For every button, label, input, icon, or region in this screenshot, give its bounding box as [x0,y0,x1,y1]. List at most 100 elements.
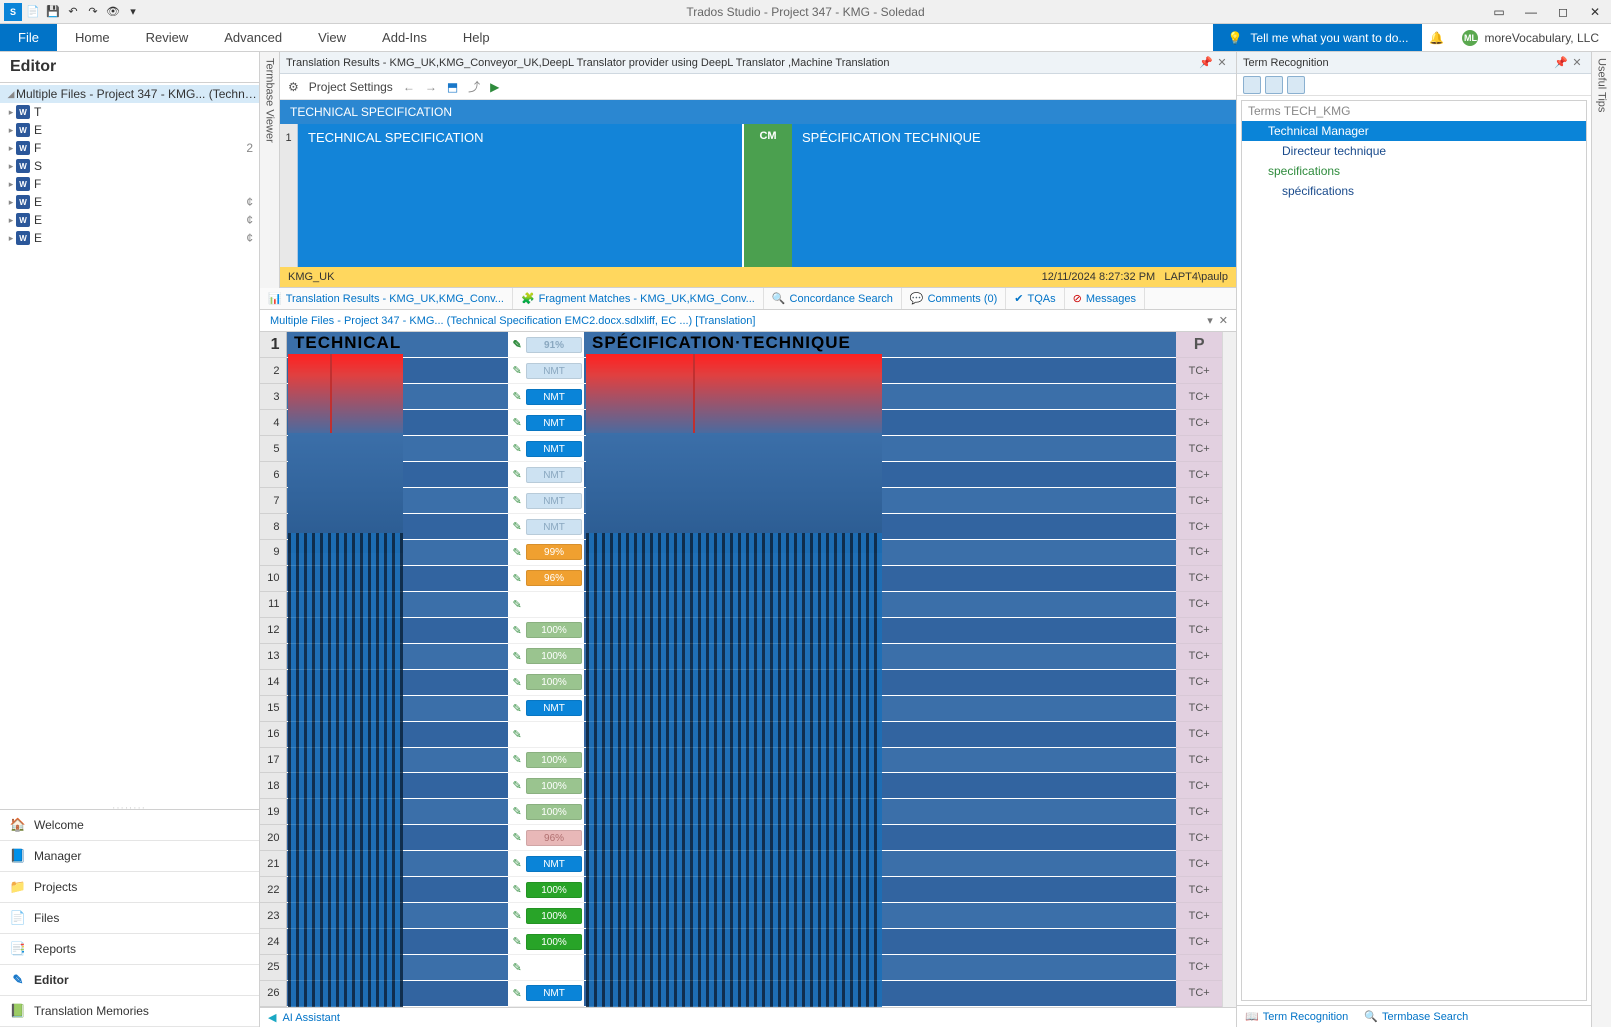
target-cell[interactable] [584,669,1176,695]
segment-row[interactable]: 24 ✎100% TC+ [260,929,1222,955]
source-cell[interactable] [286,410,508,436]
tree-item[interactable]: ▸WE¢ [0,211,259,229]
target-cell[interactable]: m) [584,462,1176,488]
term-view-icon[interactable] [1243,76,1261,94]
source-cell[interactable] [286,799,508,825]
segment-row[interactable]: 16 ✎ TC+ [260,721,1222,747]
project-settings-label[interactable]: Project Settings [309,80,393,94]
tab-translation-results[interactable]: 📊Translation Results - KMG_UK,KMG_Conv..… [260,288,513,309]
caret-icon[interactable]: ▸ [6,197,16,208]
new-icon[interactable]: 📄 [24,3,42,21]
pin-icon[interactable]: 📌 [1198,56,1214,69]
target-cell[interactable] [584,540,1176,566]
source-cell[interactable] [286,877,508,903]
caret-icon[interactable]: ▸ [6,125,16,136]
target-cell[interactable] [584,332,1176,358]
tab-term-recognition[interactable]: 📖Term Recognition [1237,1010,1356,1023]
source-cell[interactable] [286,721,508,747]
segment-row[interactable]: 3 ✎NMT TC+ [260,384,1222,410]
ribbon-tab-file[interactable]: File [0,24,57,51]
target-cell[interactable] [584,825,1176,851]
term-item[interactable]: Directeur technique [1242,141,1586,161]
segment-row[interactable]: 22 ✎100% TC+ [260,877,1222,903]
nav-item-translation-memories[interactable]: 📗Translation Memories [0,996,259,1027]
preview-icon[interactable]: 👁 [104,3,122,21]
editor-grid[interactable]: 1 ✎91% P 2 ✎NMT TC+ 3 ✎NMT TC+ 4 ✎NMT TC… [260,332,1236,1007]
nav-item-editor[interactable]: ✎Editor [0,965,259,996]
target-cell[interactable] [584,591,1176,617]
tree-item[interactable]: ▸WT [0,103,259,121]
restore-down-icon[interactable]: ▭ [1487,2,1511,22]
segment-row[interactable]: 9 ✎99% TC+ [260,540,1222,566]
vertical-scrollbar[interactable] [1222,332,1236,1007]
caret-icon[interactable]: ▸ [6,215,16,226]
source-cell[interactable] [286,436,508,462]
panel-close-icon[interactable]: ✕ [1214,56,1230,69]
source-cell[interactable] [286,643,508,669]
segment-row[interactable]: 21 ✎NMT TC+ [260,851,1222,877]
ribbon-tab-home[interactable]: Home [57,24,128,51]
caret-icon[interactable]: ▸ [6,233,16,244]
nav-item-reports[interactable]: 📑Reports [0,934,259,965]
term-item[interactable]: spécifications [1242,181,1586,201]
tree-item[interactable]: ▸WF [0,175,259,193]
tree-item[interactable]: ▸WE¢ [0,193,259,211]
source-cell[interactable] [286,955,508,981]
caret-icon[interactable]: ▸ [6,179,16,190]
tm-target[interactable]: SPÉCIFICATION TECHNIQUE [792,124,1236,267]
caret-icon[interactable]: ▸ [6,161,16,172]
segment-row[interactable]: 6 ✎NMT m) TC+ [260,462,1222,488]
source-cell[interactable] [286,669,508,695]
target-cell[interactable] [584,903,1176,929]
segment-row[interactable]: 7 ✎NMT ) TC+ [260,488,1222,514]
source-cell[interactable] [286,825,508,851]
tree-root[interactable]: ◢ Multiple Files - Project 347 - KMG... … [0,85,259,103]
caret-icon[interactable]: ◢ [6,89,16,100]
target-cell[interactable] [584,851,1176,877]
ribbon-tab-help[interactable]: Help [445,24,508,51]
tab-tqas[interactable]: ✔TQAs [1006,288,1064,309]
company-label[interactable]: ML moreVocabulary, LLC [1450,24,1611,51]
save-icon[interactable]: 💾 [44,3,62,21]
ai-assistant-label[interactable]: AI Assistant [282,1012,339,1024]
source-cell[interactable] [286,747,508,773]
tree-item[interactable]: ▸WS [0,157,259,175]
source-cell[interactable] [286,565,508,591]
minimize-icon[interactable]: — [1519,2,1543,22]
tm-source[interactable]: TECHNICAL SPECIFICATION [298,124,744,267]
tree-item[interactable]: ▸WE [0,121,259,139]
gear-icon[interactable]: ⚙ [288,80,299,94]
target-cell[interactable] [584,980,1176,1006]
close-icon[interactable]: ✕ [1583,2,1607,22]
target-cell[interactable] [584,436,1176,462]
document-tab[interactable]: Multiple Files - Project 347 - KMG... (T… [260,315,765,327]
term-pin-icon[interactable]: 📌 [1553,56,1569,69]
term-settings-icon[interactable] [1287,76,1305,94]
source-cell[interactable] [286,617,508,643]
search-up-icon[interactable]: ⤴ [468,78,480,95]
segment-row[interactable]: 13 ✎100% TC+ [260,643,1222,669]
source-cell[interactable] [286,851,508,877]
target-cell[interactable] [584,877,1176,903]
tab-comments[interactable]: 💬Comments (0) [902,288,1006,309]
segment-row[interactable]: 19 ✎100% TC+ [260,799,1222,825]
term-item[interactable]: specifications [1242,161,1586,181]
source-cell[interactable] [286,332,508,358]
ai-icon[interactable]: ◀ [268,1011,276,1024]
tab-concordance[interactable]: 🔍Concordance Search [764,288,902,309]
caret-icon[interactable]: ▸ [6,107,16,118]
target-cell[interactable]: mm) [584,514,1176,540]
notifications-icon[interactable]: 🔔 [1422,24,1450,51]
ribbon-tab-addins[interactable]: Add-Ins [364,24,445,51]
target-cell[interactable] [584,773,1176,799]
doc-dropdown-icon[interactable]: ▾ [1207,314,1213,327]
target-cell[interactable]: ) [584,488,1176,514]
source-cell[interactable] [286,384,508,410]
target-cell[interactable] [584,721,1176,747]
ribbon-tab-view[interactable]: View [300,24,364,51]
source-cell[interactable] [286,591,508,617]
play-icon[interactable]: ▶ [490,80,499,94]
target-cell[interactable] [584,799,1176,825]
source-cell[interactable] [286,358,508,384]
target-cell[interactable] [584,565,1176,591]
